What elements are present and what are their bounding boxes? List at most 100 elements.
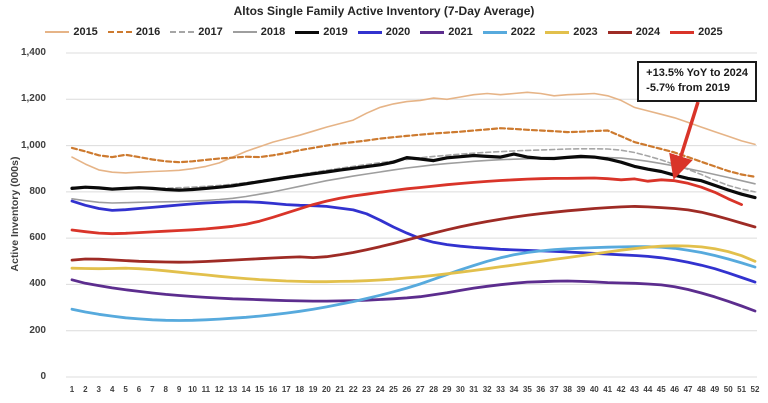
x-tick-label: 49	[710, 385, 720, 394]
legend-label: 2022	[510, 26, 536, 38]
x-tick-label: 20	[321, 385, 331, 394]
legend-label: 2015	[73, 26, 98, 38]
legend-label: 2018	[260, 26, 286, 38]
x-tick-label: 46	[670, 385, 680, 394]
annotation-line-1: +13.5% YoY to 2024	[646, 67, 748, 79]
y-tick-label: 1,000	[20, 139, 46, 151]
legend-swatch-icon	[607, 30, 632, 34]
x-tick-label: 6	[136, 385, 142, 394]
legend-swatch-icon	[357, 30, 382, 34]
legend-label: 2019	[323, 26, 348, 38]
legend-item-2023: 2023	[545, 26, 598, 38]
series-line-2023	[70, 244, 757, 284]
legend-label: 2021	[448, 26, 473, 38]
y-tick-label: 1,200	[20, 93, 46, 105]
legend-item-2017: 2017	[170, 26, 223, 38]
x-tick-label: 51	[737, 385, 747, 394]
annotation-box: +13.5% YoY to 2024 -5.7% from 2019	[637, 61, 757, 102]
annotation-line-2: -5.7% from 2019	[646, 82, 730, 95]
x-tick-label: 43	[630, 385, 639, 394]
x-tick-label: 42	[616, 385, 626, 394]
x-tick-label: 27	[415, 385, 425, 394]
x-tick-label: 3	[96, 385, 101, 394]
chart-title: Altos Single Family Active Inventory (7-…	[233, 4, 535, 18]
x-tick-label: 25	[388, 385, 398, 394]
x-tick-label: 32	[482, 385, 492, 394]
x-tick-label: 8	[163, 385, 168, 394]
x-tick-label: 30	[455, 385, 465, 394]
legend-swatch-icon	[670, 30, 695, 34]
legend-item-2019: 2019	[295, 26, 348, 38]
series-line-2018	[71, 156, 756, 204]
series-line-2019	[70, 152, 757, 200]
series-line-2020	[70, 199, 757, 284]
x-tick-label: 5	[123, 385, 128, 394]
legend-swatch-icon	[295, 30, 320, 34]
x-tick-label: 47	[683, 385, 693, 394]
annotation-arrow	[669, 101, 700, 180]
x-tick-label: 52	[750, 385, 760, 394]
series-line-2024	[70, 204, 757, 264]
legend-swatch-icon	[420, 30, 445, 34]
x-tick-label: 36	[536, 385, 546, 394]
legend-label: 2025	[698, 26, 723, 38]
x-tick-label: 24	[375, 385, 385, 394]
x-tick-label: 37	[549, 385, 559, 394]
series-line-2015	[71, 91, 756, 174]
legend-item-2021: 2021	[420, 26, 473, 38]
x-tick-label: 34	[509, 385, 519, 394]
x-tick-label: 13	[228, 385, 238, 394]
legend-item-2018: 2018	[232, 26, 286, 38]
x-tick-label: 12	[214, 385, 224, 394]
legend-label: 2016	[135, 26, 161, 38]
x-tick-label: 15	[255, 385, 264, 394]
legend-swatch-icon	[232, 31, 257, 33]
x-tick-label: 19	[308, 385, 318, 394]
x-tick-label: 31	[469, 385, 479, 394]
x-tick-label: 22	[348, 385, 358, 394]
legend-item-2015: 2015	[45, 26, 98, 38]
legend-item-2024: 2024	[607, 26, 661, 38]
y-tick-label: 600	[29, 232, 46, 244]
x-tick-label: 9	[176, 385, 182, 394]
x-tick-label: 18	[295, 385, 305, 394]
x-tick-label: 10	[188, 385, 197, 394]
legend-label: 2017	[198, 26, 223, 38]
legend-swatch-icon	[170, 31, 195, 33]
x-tick-label: 45	[656, 385, 666, 394]
x-tick-label: 7	[150, 385, 155, 394]
legend-swatch-icon	[45, 31, 70, 33]
legend-swatch-icon	[107, 31, 132, 33]
x-tick-label: 4	[109, 385, 115, 394]
series-line-2021	[70, 278, 757, 313]
legend-item-2016: 2016	[107, 26, 161, 38]
legend-swatch-icon	[482, 30, 507, 34]
legend-item-2020: 2020	[357, 26, 411, 38]
x-tick-label: 1	[69, 385, 75, 394]
y-tick-label: 400	[29, 278, 46, 290]
legend: 2015 2016 2017 2018 2019 2020 2021 2022 2023 2024…	[0, 24, 768, 40]
x-tick-label: 17	[281, 385, 291, 394]
y-tick-label: 800	[29, 185, 46, 197]
x-tick-label: 26	[402, 385, 412, 394]
y-tick-label: 1,400	[20, 47, 46, 58]
x-tick-label: 14	[241, 385, 251, 394]
legend-label: 2020	[385, 26, 411, 38]
series-line-2025	[70, 176, 743, 236]
x-tick-label: 23	[362, 385, 372, 394]
series-lines	[70, 91, 757, 322]
x-tick-label: 35	[522, 385, 532, 394]
x-tick-label: 29	[442, 385, 452, 394]
legend-label: 2024	[635, 26, 661, 38]
x-tick-label: 50	[723, 385, 733, 394]
x-tick-label: 39	[576, 385, 586, 394]
x-tick-label: 16	[268, 385, 278, 394]
y-tick-label: 200	[29, 324, 46, 336]
x-tick-label: 41	[603, 385, 613, 394]
x-tick-label: 11	[201, 385, 211, 394]
x-tick-label: 21	[335, 385, 345, 394]
legend-label: 2023	[573, 26, 598, 38]
legend-item-2022: 2022	[482, 26, 536, 38]
x-tick-label: 38	[563, 385, 572, 394]
